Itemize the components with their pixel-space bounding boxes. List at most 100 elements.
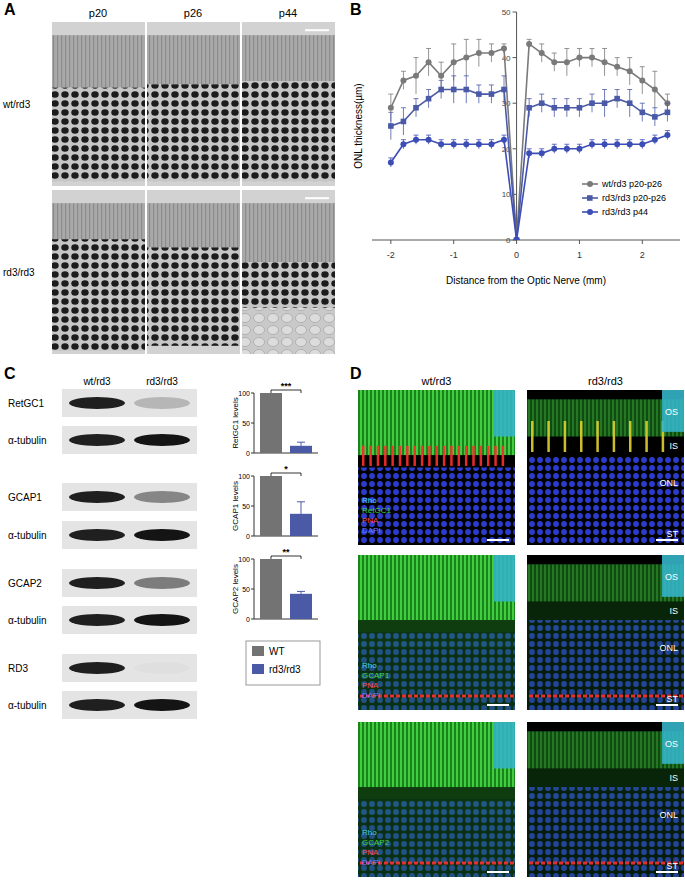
error-cap [640,66,645,67]
error-cap [627,89,632,90]
error-cap [552,53,557,54]
layer-label: ST [666,529,678,539]
marker [476,50,482,56]
x-tick-label: 1 [577,250,582,260]
scale-bar [487,871,509,873]
error-bar [401,140,406,149]
error-cap [539,148,544,149]
blot [62,389,197,417]
pna-stain [547,862,551,865]
scale-bar [656,704,678,706]
layer-label: IS [669,773,678,783]
error-bar [489,140,494,149]
y-axis-title: ONL thickness(µm) [353,83,364,168]
bar [260,559,282,619]
error-cap [426,89,431,90]
pna-stain [390,695,394,698]
onl-layer [242,262,335,308]
error-cap [665,130,670,131]
marker [539,50,545,56]
marker [577,105,583,111]
pna-stain [595,695,599,698]
pna-stain [391,446,394,466]
marker [426,96,432,102]
x-tick [453,240,454,244]
x-tick-label: 2 [640,250,645,260]
pna-stain [553,695,557,698]
image-bg [52,190,145,354]
band [69,699,125,711]
marker [652,137,658,143]
pna-stain [408,695,412,698]
blot [62,569,197,597]
pna-stain [369,446,372,466]
pna-stain [601,695,605,698]
pna-stain [510,695,514,698]
error-cap [539,94,544,95]
micrograph [242,22,335,186]
fluorescence-image [358,722,515,877]
marker [514,237,520,240]
marker [476,91,482,97]
error-bar [627,140,632,149]
error-cap [652,135,657,136]
bars [260,559,312,619]
error-cap [489,43,494,44]
pna-stain [465,446,468,466]
marker [388,159,394,165]
x-tick-label: -2 [387,250,395,260]
bar [290,514,312,536]
y-tick [251,619,254,620]
pna-stain [420,695,424,698]
pna-stain [413,446,416,466]
marker [438,73,444,79]
column-header: wt/rd3 [421,375,452,387]
error-bar [564,144,569,153]
error-cap [426,135,431,136]
stain-label: PNA [362,516,379,525]
error-bar [502,76,507,103]
error-cap [552,98,557,99]
pna-stain [362,446,365,466]
fluorescence-image [358,555,515,710]
pna-stain [402,862,406,865]
pna-stain [629,421,632,452]
photoreceptor-layer [147,203,240,247]
pna-stain [472,446,475,466]
dapi-stain [358,468,515,546]
micrograph [52,22,145,186]
error-cap [451,139,456,140]
image-bg [147,22,240,186]
error-cap [439,80,444,81]
x-axis [372,240,680,241]
marker [463,141,469,147]
pna-stain [619,862,623,865]
error-bar [439,140,444,149]
error-bar [464,76,469,103]
pna-stain [426,695,430,698]
y-tick-label: 0 [246,616,250,623]
pna-stain [502,446,505,466]
x-axis-title: Distance from the Optic Nerve (mm) [446,275,606,286]
marker [413,73,419,79]
pna-stain [625,862,629,865]
blot-label: GCAP1 [8,492,42,503]
blot-label: α-tubulin [8,615,47,626]
error-bar [297,502,305,514]
marker [438,87,444,93]
bar [260,393,282,453]
pna-stain [625,695,629,698]
marker [627,100,633,106]
error-bar [590,140,595,149]
y-tick-label: 40 [502,54,511,63]
bar [290,446,312,453]
error-bar [527,99,532,117]
error-bar [426,48,431,75]
pna-stain [607,862,611,865]
marker [426,137,432,143]
stain-label: DAPI [362,691,381,700]
marker [602,100,608,106]
line [391,44,668,240]
pna-stain [486,695,490,698]
column-header: p20 [89,7,107,19]
